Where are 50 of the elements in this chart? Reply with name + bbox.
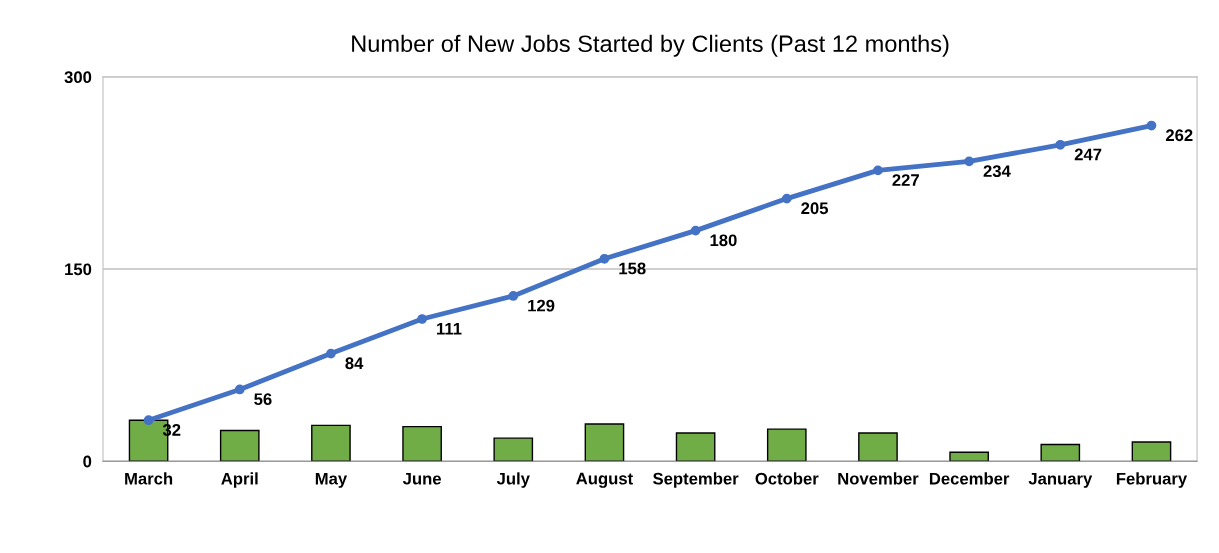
x-tick-label: May xyxy=(315,472,348,488)
point xyxy=(1146,120,1157,131)
data-label: 158 xyxy=(619,262,646,275)
data-label: 111 xyxy=(437,322,462,335)
data-label: 247 xyxy=(1074,148,1102,161)
bar xyxy=(402,425,442,462)
data-label: 180 xyxy=(710,234,737,247)
point xyxy=(143,415,154,426)
x-tick-label: December xyxy=(929,472,1010,485)
x-tick-label: March xyxy=(125,472,173,485)
data-label: 234 xyxy=(983,165,1011,178)
bar xyxy=(675,432,716,462)
point xyxy=(508,291,519,301)
point xyxy=(599,253,610,264)
x-tick-label: January xyxy=(1028,472,1093,488)
chart-title: Number of New Jobs Started by Clients (Past 12 months) xyxy=(352,34,949,57)
x-tick-label: October xyxy=(755,472,819,485)
point xyxy=(873,165,883,176)
bar xyxy=(493,437,534,462)
x-tick-label: June xyxy=(402,472,441,485)
data-label: 84 xyxy=(345,357,364,370)
point xyxy=(690,225,701,236)
y-tick-label: 0 xyxy=(83,455,92,468)
bar xyxy=(584,423,625,462)
point xyxy=(417,314,427,324)
bar xyxy=(219,429,260,462)
bar xyxy=(949,451,989,462)
x-tick-label: August xyxy=(576,472,633,488)
x-tick-label: April xyxy=(221,472,258,488)
y-tick-label: 150 xyxy=(65,263,92,276)
x-tick-label: September xyxy=(653,472,739,488)
data-label: 129 xyxy=(528,299,555,312)
data-label: 205 xyxy=(801,202,829,215)
bar xyxy=(1040,443,1081,462)
point xyxy=(234,384,245,395)
data-label: 56 xyxy=(254,393,272,406)
point xyxy=(1055,139,1066,150)
bar xyxy=(1131,441,1172,462)
x-tick-label: November xyxy=(838,472,919,485)
point xyxy=(964,156,974,167)
bar xyxy=(766,428,807,462)
bar xyxy=(858,432,898,462)
bar xyxy=(311,424,351,462)
point xyxy=(326,348,336,359)
data-label: 262 xyxy=(1165,129,1193,142)
y-tick-label: 300 xyxy=(64,71,92,84)
point xyxy=(781,193,792,204)
x-tick-label: July xyxy=(496,472,530,488)
data-label: 227 xyxy=(892,174,919,186)
x-tick-label: February xyxy=(1116,472,1188,488)
